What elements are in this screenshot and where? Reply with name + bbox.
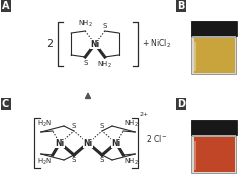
Text: + NiCl$_2$: + NiCl$_2$ (142, 38, 171, 50)
Text: D: D (177, 99, 185, 109)
Text: NH$_2$: NH$_2$ (97, 60, 112, 70)
Text: S: S (100, 157, 104, 163)
Text: S: S (72, 157, 76, 163)
Text: NH$_2$: NH$_2$ (78, 18, 93, 28)
Text: B: B (177, 1, 184, 11)
Text: NH$_2$: NH$_2$ (124, 119, 139, 129)
Bar (192, 135, 236, 137)
Bar (193, 42, 196, 71)
Text: 2+: 2+ (139, 112, 149, 117)
Text: H$_2$N: H$_2$N (37, 119, 52, 129)
Bar (193, 137, 235, 172)
Text: NH$_2$: NH$_2$ (124, 157, 139, 167)
Text: Ni: Ni (111, 139, 121, 148)
FancyBboxPatch shape (191, 22, 237, 74)
Text: H$_2$N: H$_2$N (37, 157, 52, 167)
Bar (192, 36, 236, 38)
Text: S: S (100, 123, 104, 129)
Text: S: S (72, 123, 76, 129)
Bar (191, 21, 237, 36)
Text: Ni: Ni (56, 139, 64, 148)
Text: Ni: Ni (91, 40, 99, 48)
FancyBboxPatch shape (191, 121, 237, 173)
Text: A: A (2, 1, 9, 11)
Text: 2: 2 (46, 39, 54, 49)
Bar (191, 120, 237, 135)
Bar (193, 38, 235, 73)
Text: S: S (83, 60, 88, 65)
Text: C: C (2, 99, 9, 109)
Text: 2 Cl$^-$: 2 Cl$^-$ (146, 132, 168, 143)
Bar (193, 141, 196, 170)
Text: S: S (103, 23, 107, 28)
Text: Ni: Ni (83, 139, 93, 148)
